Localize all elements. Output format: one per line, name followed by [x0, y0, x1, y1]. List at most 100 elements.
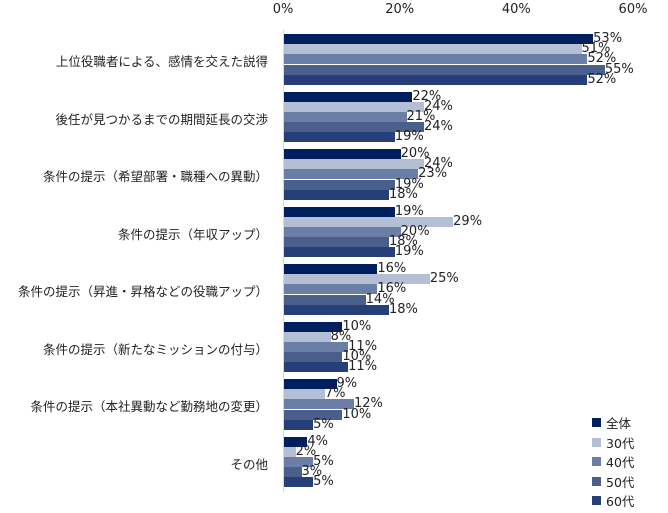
data-label: 52%: [587, 51, 617, 67]
data-label: 53%: [593, 31, 623, 46]
data-label: 10%: [342, 318, 372, 334]
data-label: 51%: [581, 41, 611, 57]
x-tick-label: 20%: [385, 2, 415, 17]
data-label: 5%: [313, 416, 334, 432]
bar: [284, 362, 349, 373]
bar: [284, 399, 354, 410]
data-label: 22%: [412, 88, 442, 104]
legend-label: 60代: [606, 494, 635, 510]
bar: [284, 264, 378, 274]
legend-label: 50代: [606, 474, 635, 490]
bar: [284, 294, 366, 305]
bar: [284, 341, 349, 352]
data-label: 16%: [377, 261, 407, 276]
data-label: 19%: [394, 244, 424, 260]
data-label: 14%: [365, 291, 395, 307]
bar: [284, 149, 401, 159]
legend-swatch-icon: [592, 457, 601, 467]
category-label: 条件の提示（昇進・昇格などの役職アップ）: [17, 284, 268, 299]
data-label: 2%: [295, 443, 317, 459]
bar: [284, 91, 413, 102]
bar: [284, 446, 296, 457]
data-label: 8%: [330, 328, 352, 344]
bar: [284, 226, 401, 237]
data-label: 10%: [342, 349, 372, 365]
bar: [284, 64, 605, 75]
data-label: 29%: [453, 213, 483, 229]
bar: [284, 419, 314, 430]
bar: [284, 122, 424, 133]
legend-item: 50代: [592, 472, 634, 492]
bar: [284, 409, 343, 420]
legend: 全体 30代 40代 50代 60代: [592, 413, 634, 511]
bar: [284, 54, 588, 65]
category-label: 後任が見つかるまでの期間延長の交渉: [55, 111, 268, 127]
data-label: 5%: [313, 453, 334, 469]
bar: [284, 467, 302, 478]
legend-swatch-icon: [592, 418, 601, 428]
x-tick-label: 60%: [618, 2, 648, 17]
bar: [284, 206, 395, 217]
data-label: 19%: [394, 176, 424, 192]
data-label: 11%: [348, 359, 378, 375]
bar: [284, 44, 582, 55]
data-label: 24%: [424, 98, 453, 114]
bar: [284, 477, 314, 488]
legend-swatch-icon: [592, 496, 601, 506]
legend-swatch-icon: [592, 437, 601, 447]
data-label: 19%: [394, 203, 424, 219]
legend-item: 全体: [592, 413, 634, 433]
data-label: 9%: [336, 376, 358, 391]
data-label: 21%: [406, 108, 436, 124]
legend-item: 30代: [592, 433, 634, 453]
data-label: 3%: [301, 464, 323, 480]
bar: [284, 159, 424, 170]
legend-label: 30代: [606, 435, 635, 451]
legend-label: 40代: [606, 455, 635, 471]
bar: [284, 456, 314, 467]
bar: [284, 352, 343, 363]
data-label: 7%: [324, 386, 346, 402]
bar: [284, 247, 395, 258]
data-label: 18%: [389, 234, 418, 250]
bar: [284, 237, 389, 248]
category-label: 条件の提示（本社異動など勤務地の変更）: [30, 399, 268, 414]
bar: [284, 436, 308, 447]
bar: [284, 321, 343, 332]
bar: [284, 179, 395, 190]
data-label: 18%: [389, 301, 418, 317]
data-label: 18%: [389, 186, 418, 202]
data-label: 19%: [394, 129, 424, 145]
legend-item: 60代: [592, 491, 634, 511]
bar: [284, 216, 454, 227]
bar: [284, 74, 588, 85]
data-label: 10%: [342, 406, 372, 422]
data-label: 5%: [313, 474, 334, 490]
bar: [284, 169, 419, 180]
x-tick-label: 40%: [501, 2, 531, 17]
data-label: 16%: [377, 281, 407, 297]
bar: [284, 379, 337, 389]
data-label: 23%: [418, 166, 448, 182]
legend-label: 全体: [606, 416, 632, 432]
bar: [284, 304, 389, 315]
data-label: 12%: [354, 396, 383, 412]
bar: [284, 189, 389, 200]
data-label: 24%: [424, 156, 453, 172]
data-label: 11%: [348, 338, 378, 354]
bar: [284, 111, 407, 122]
data-label: 55%: [604, 61, 634, 77]
bar: [284, 274, 430, 285]
category-label: その他: [230, 456, 268, 472]
data-label: 4%: [307, 433, 328, 449]
y-axis-line: [283, 30, 284, 492]
data-label: 52%: [587, 71, 617, 87]
category-label: 条件の提示（新たなミッションの付与）: [42, 341, 268, 357]
bar: [284, 284, 378, 295]
category-label: 条件の提示（希望部署・職種への異動）: [42, 169, 268, 184]
data-label: 20%: [400, 146, 430, 161]
bar: [284, 331, 331, 342]
category-label: 条件の提示（年収アップ）: [117, 226, 268, 242]
bar: [284, 132, 395, 143]
data-label: 25%: [429, 271, 459, 287]
